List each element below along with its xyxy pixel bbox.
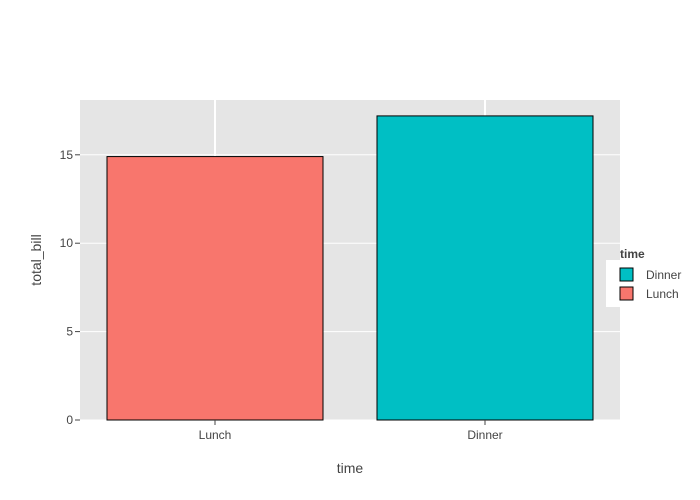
legend-label-dinner: Dinner: [646, 268, 681, 282]
legend-items: Dinner Lunch: [619, 267, 681, 301]
y-axis-ticks: 0 5 10 15: [60, 148, 80, 427]
y-tick-label: 15: [60, 148, 74, 162]
legend-swatch-lunch: [619, 286, 634, 301]
y-tick-label: 5: [66, 325, 73, 339]
legend: time Dinner Lunch: [606, 247, 700, 307]
x-tick-label: Dinner: [467, 428, 502, 442]
bar-dinner: [376, 115, 594, 421]
legend-label-lunch: Lunch: [646, 287, 679, 301]
legend-swatch-dinner: [619, 267, 634, 282]
x-axis-ticks: Lunch Dinner: [199, 420, 503, 442]
x-tick-label: Lunch: [199, 428, 232, 442]
bars: [106, 115, 594, 421]
bar-lunch: [106, 156, 324, 421]
y-axis-title: total_bill: [28, 234, 44, 285]
x-axis-title: time: [337, 460, 364, 476]
legend-title: time: [620, 247, 645, 261]
y-tick-label: 10: [60, 236, 74, 250]
y-tick-label: 0: [66, 413, 73, 427]
